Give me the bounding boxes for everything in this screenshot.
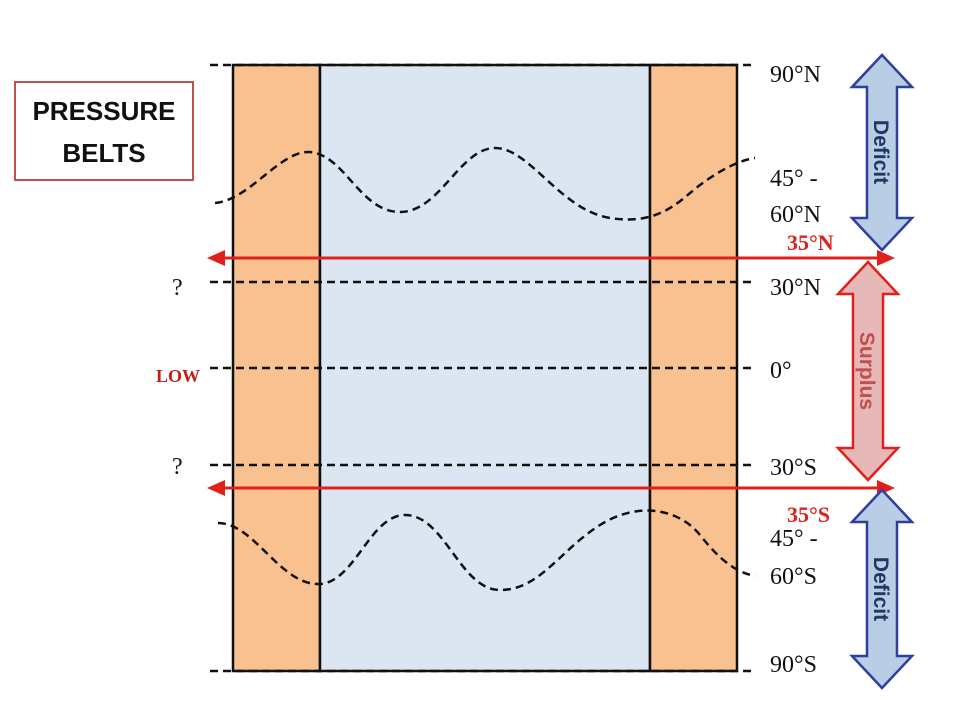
left-label: ?	[172, 454, 183, 480]
zone-label: Surplus	[855, 332, 878, 410]
north-front	[214, 146, 756, 221]
latitude-label: 90°N	[770, 62, 821, 88]
latitude-label: 30°N	[770, 275, 821, 301]
zone-label: Deficit	[869, 557, 892, 621]
latitude-label: 30°S	[770, 455, 817, 481]
south-front	[217, 509, 756, 592]
latitude-label: 90°S	[770, 652, 817, 678]
title-line: PRESSURE	[32, 96, 175, 126]
deficit-south-arrow	[849, 488, 915, 690]
deficit-north-arrow	[849, 53, 915, 252]
latitude-label: 60°S	[770, 564, 817, 590]
arrow-35n	[207, 250, 895, 266]
zone-label: Deficit	[869, 120, 892, 184]
latitude-label: 0°	[770, 358, 792, 384]
title-line: BELTS	[62, 138, 145, 168]
left-label: LOW	[156, 366, 200, 386]
latitude-label: 60°N	[770, 202, 821, 228]
latitude-label: 45° -	[770, 166, 818, 192]
latitude-label: 45° -	[770, 526, 818, 552]
surplus-arrow	[835, 260, 901, 482]
left-label: ?	[172, 275, 183, 301]
latitude-label: 35°N	[787, 230, 834, 255]
latitude-label: 35°S	[787, 502, 830, 527]
title-box	[14, 81, 194, 181]
